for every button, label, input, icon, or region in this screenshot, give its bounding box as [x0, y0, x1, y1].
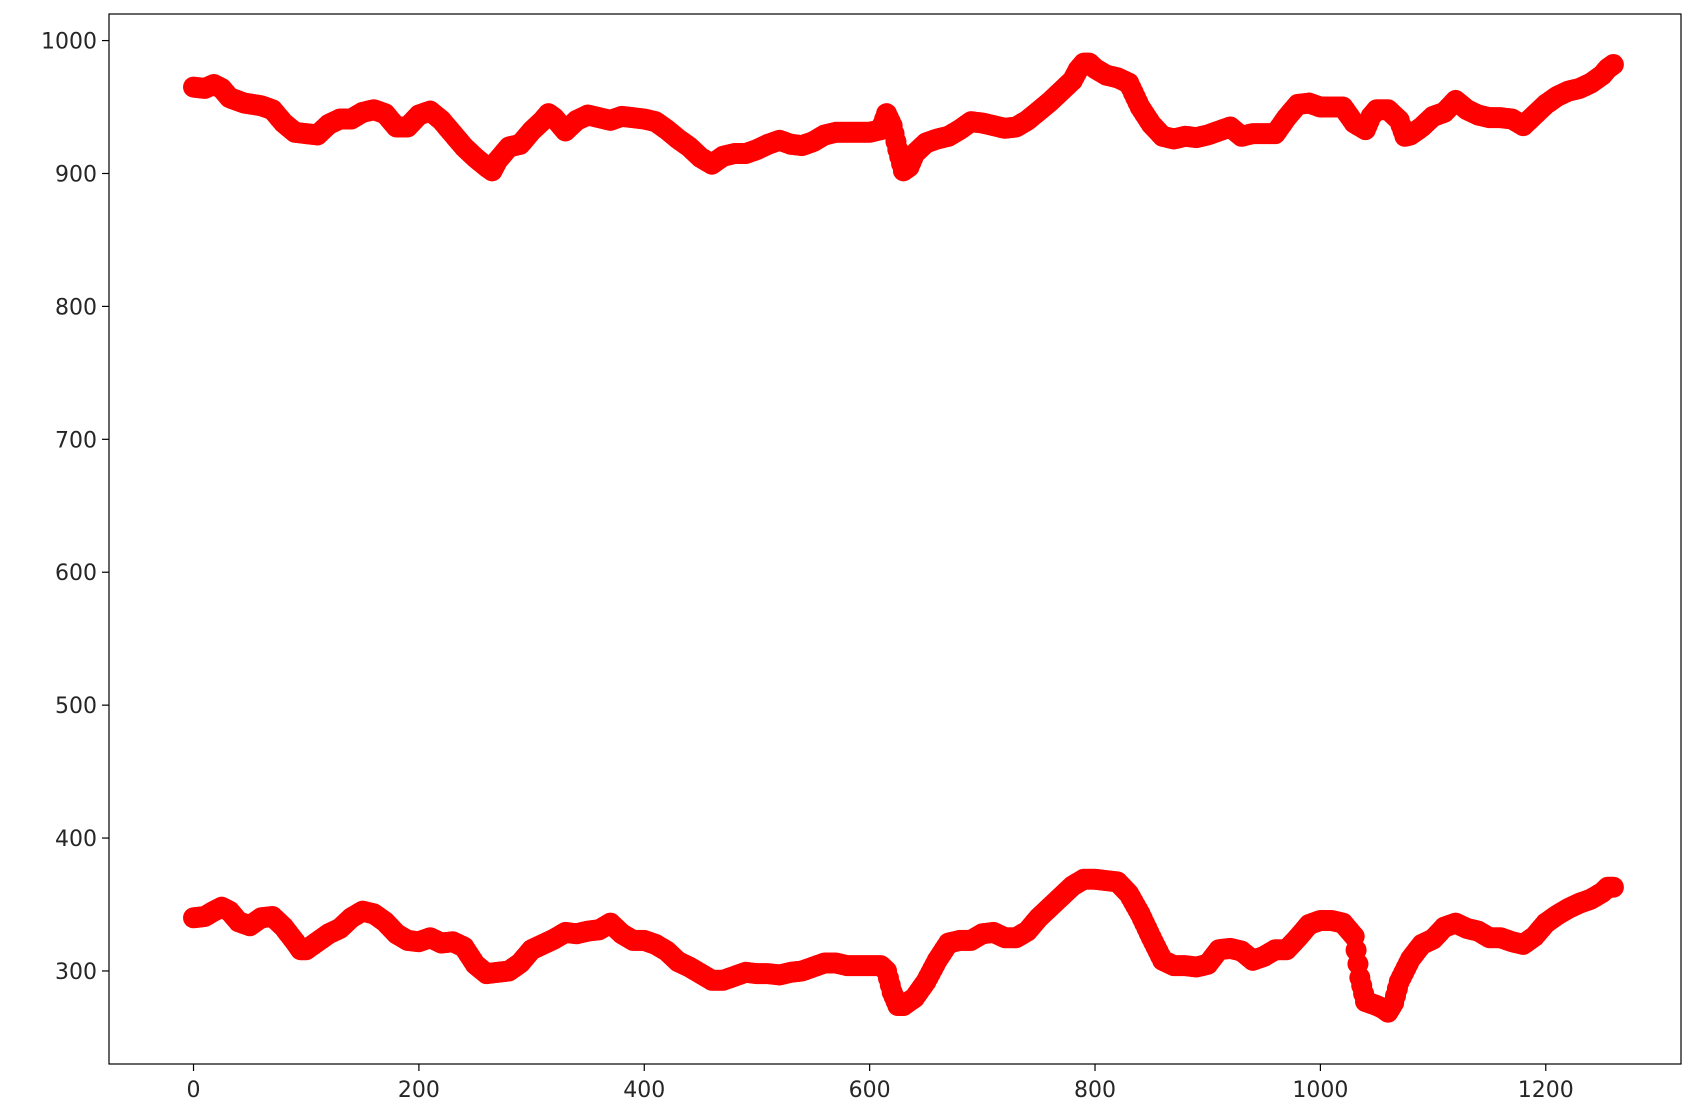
x-tick-label: 600	[849, 1078, 891, 1103]
y-tick-label: 1000	[41, 30, 97, 55]
x-tick-label: 200	[398, 1078, 440, 1103]
data-point	[1602, 876, 1624, 898]
y-tick-label: 700	[55, 428, 97, 453]
series-2	[183, 868, 1624, 1023]
data-point	[1602, 54, 1624, 76]
y-tick-label: 300	[55, 960, 97, 985]
y-tick-label: 900	[55, 162, 97, 187]
x-tick-label: 800	[1074, 1078, 1116, 1103]
x-tick-label: 400	[623, 1078, 665, 1103]
y-tick-label: 500	[55, 694, 97, 719]
plot-area-frame	[108, 13, 1682, 1065]
x-tick-label: 1000	[1292, 1078, 1348, 1103]
y-tick-label: 800	[55, 295, 97, 320]
x-tick-label: 0	[187, 1078, 201, 1103]
tick-layer: 0 200 400 600 800 1000 1200 300 400 500 600 700 800 9…	[41, 30, 1574, 1103]
x-tick-label: 1200	[1518, 1078, 1574, 1103]
y-tick-label: 400	[55, 827, 97, 852]
y-tick-label: 600	[55, 561, 97, 586]
series-layer	[183, 52, 1624, 1023]
series-1	[183, 52, 1624, 182]
